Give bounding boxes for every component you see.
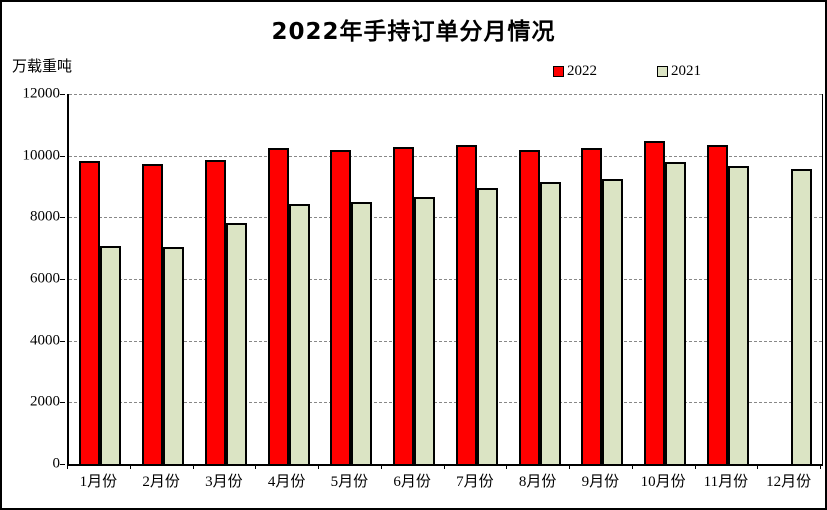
bar-2022-9月份[interactable]	[581, 147, 603, 464]
plot-area	[67, 94, 823, 466]
legend-swatch-2021-icon	[657, 66, 668, 77]
x-axis-tick-mark	[443, 464, 445, 469]
x-axis-label-2月份: 2月份	[142, 474, 180, 490]
bar-2021-1月份[interactable]	[100, 246, 122, 464]
bar-2021-7月份[interactable]	[476, 188, 498, 464]
x-axis-label-8月份: 8月份	[518, 474, 557, 490]
y-axis-tick-mark	[60, 155, 65, 157]
x-axis-tick-mark	[694, 464, 696, 469]
y-axis-tick-mark	[60, 402, 65, 404]
bar-2022-4月份[interactable]	[267, 147, 289, 464]
y-axis-tick-mark	[60, 279, 65, 280]
x-axis-tick-mark	[129, 464, 131, 469]
bar-2021-3月份[interactable]	[225, 222, 247, 464]
bar-group-8月份	[508, 94, 571, 464]
legend-label-2022: 2022	[567, 63, 597, 79]
bar-2021-2月份[interactable]	[163, 246, 185, 464]
bar-2021-10月份[interactable]	[665, 161, 687, 464]
bar-2022-7月份[interactable]	[455, 144, 477, 464]
y-axis-tick-mark	[60, 464, 65, 465]
x-axis-label-7月份: 7月份	[456, 474, 494, 490]
x-axis-tick-mark	[757, 464, 759, 469]
bars-container	[69, 94, 822, 464]
legend: 2022 2021	[553, 63, 701, 80]
bar-2022-11月份[interactable]	[706, 144, 728, 464]
legend-label-2021: 2021	[671, 63, 701, 79]
y-axis-tick-label-2000: 2000	[30, 393, 60, 410]
legend-item-2022[interactable]: 2022	[553, 63, 597, 80]
y-axis-tick-label-4000: 4000	[30, 332, 60, 349]
x-axis-tick-mark	[255, 464, 257, 469]
gridline-8000	[69, 217, 822, 219]
x-axis-tick-mark	[631, 464, 633, 469]
bar-2021-5月份[interactable]	[351, 201, 373, 464]
x-axis-label-4月份: 4月份	[267, 474, 306, 490]
chart-title: 2022年手持订单分月情况	[271, 19, 556, 45]
bar-group-4月份	[257, 94, 320, 464]
bar-group-6月份	[383, 94, 446, 464]
gridline-4000	[69, 340, 822, 342]
bar-2022-5月份[interactable]	[330, 150, 352, 464]
bar-group-2月份	[132, 94, 195, 464]
bar-group-1月份	[69, 94, 132, 464]
x-axis-tick-mark	[318, 464, 319, 469]
x-axis-label-12月份: 12月份	[766, 474, 812, 490]
y-axis-tick-mark	[60, 94, 65, 95]
x-axis-tick-mark	[380, 464, 382, 469]
bar-2022-2月份[interactable]	[142, 164, 164, 464]
y-axis-tick-label-6000: 6000	[30, 270, 60, 287]
gridline-6000	[69, 279, 822, 280]
x-axis-tick-mark	[67, 464, 68, 469]
x-axis-tick-mark	[192, 464, 194, 469]
bar-group-9月份	[571, 94, 634, 464]
bar-2021-12月份[interactable]	[790, 168, 812, 464]
x-axis-label-9月份: 9月份	[581, 474, 620, 490]
bar-group-12月份	[759, 94, 822, 464]
x-axis-tick-mark	[820, 464, 821, 469]
bar-2021-11月份[interactable]	[727, 166, 749, 464]
gridline-12000	[69, 94, 822, 95]
bar-2021-9月份[interactable]	[602, 179, 624, 464]
bar-2022-6月份[interactable]	[393, 147, 415, 464]
x-axis-label-10月份: 10月份	[640, 474, 686, 490]
x-axis-tick-mark	[569, 464, 570, 469]
bar-group-10月份	[634, 94, 697, 464]
y-axis-unit-label: 万载重吨	[12, 59, 73, 75]
y-axis-tick-label-8000: 8000	[30, 208, 60, 225]
gridline-2000	[69, 402, 822, 404]
bar-2021-6月份[interactable]	[414, 196, 436, 464]
bar-group-7月份	[446, 94, 509, 464]
x-axis-label-1月份: 1月份	[79, 474, 118, 490]
x-axis-tick-mark	[506, 464, 508, 469]
y-axis-tick-mark	[60, 340, 65, 342]
gridline-10000	[69, 155, 822, 157]
y-axis-tick-label-0: 0	[52, 455, 61, 472]
x-axis-label-11月份: 11月份	[703, 474, 749, 490]
bar-2022-1月份[interactable]	[79, 160, 101, 464]
legend-swatch-2022-icon	[553, 66, 564, 77]
bar-group-11月份	[697, 94, 760, 464]
x-axis-labels: 1月份 2月份 3月份 4月份 5月份 6月份 7月份 8月份 9月份 10月份 11月份 12月份	[67, 470, 820, 491]
bar-2022-10月份[interactable]	[644, 141, 666, 464]
y-axis-tick-label-12000: 12000	[22, 85, 61, 102]
y-axis-tick-mark	[60, 217, 65, 219]
x-axis-label-6月份: 6月份	[393, 474, 431, 490]
bar-2021-8月份[interactable]	[539, 181, 561, 464]
bar-2021-4月份[interactable]	[288, 204, 310, 464]
bar-group-3月份	[195, 94, 258, 464]
x-axis-label-5月份: 5月份	[330, 474, 369, 490]
legend-item-2021[interactable]: 2021	[657, 63, 701, 80]
bar-2022-8月份[interactable]	[518, 150, 540, 464]
bar-group-5月份	[320, 94, 383, 464]
x-axis-label-3月份: 3月份	[205, 474, 243, 490]
bar-2022-3月份[interactable]	[204, 159, 226, 464]
y-axis-tick-label-10000: 10000	[22, 147, 61, 164]
